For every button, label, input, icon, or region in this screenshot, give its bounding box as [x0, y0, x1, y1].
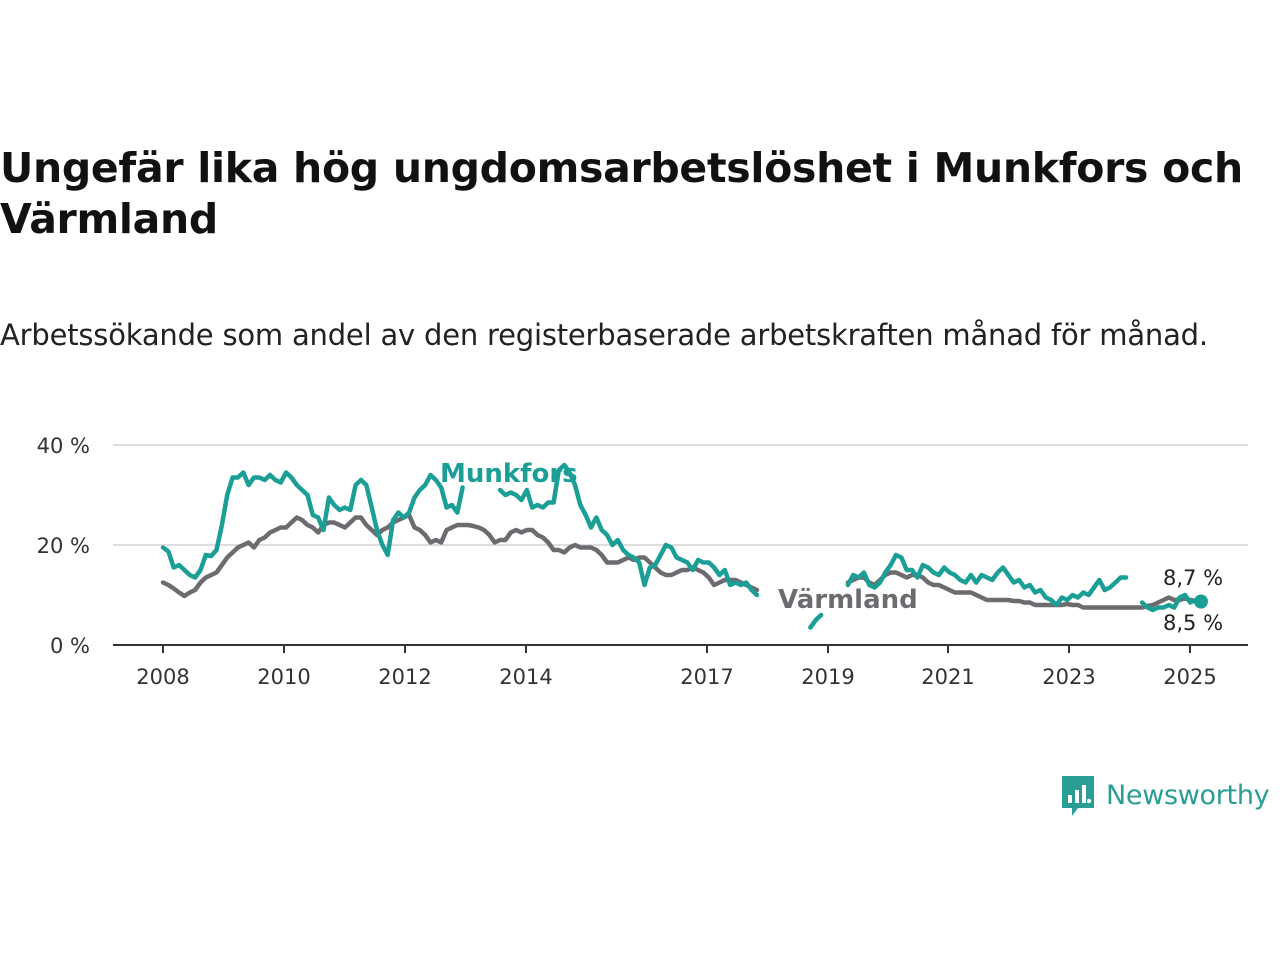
y-tick-label: 40 % [37, 434, 90, 458]
end-value-varmland: 8,5 % [1163, 611, 1223, 635]
series-lines [160, 462, 1208, 630]
brand-name: Newsworthy [1106, 779, 1270, 811]
newsworthy-logo: Newsworthy [1060, 772, 1270, 818]
series-label-varmland: Värmland [778, 585, 918, 615]
end-value-munkfors: 8,7 % [1163, 566, 1223, 590]
x-tick-label: 2014 [499, 665, 552, 689]
gridlines [113, 444, 1248, 546]
x-tick-label: 2008 [136, 665, 189, 689]
y-tick-label: 0 % [50, 634, 90, 658]
chart-labels: Munkfors Värmland 8,7 % 8,5 % [440, 459, 1223, 635]
series-line-munkfors [160, 462, 1204, 630]
x-tick-label: 2012 [378, 665, 431, 689]
x-tick-label: 2010 [257, 665, 310, 689]
newsworthy-logo-icon [1062, 776, 1094, 816]
x-tick-label: 2017 [680, 665, 733, 689]
chart-title: Ungefär lika hög ungdomsarbetslöshet i M… [0, 144, 1243, 243]
x-axis: 40 % 20 % 0 % 2008 2010 2012 2014 2017 2019 2021 2… [37, 434, 1248, 689]
y-tick-label: 20 % [37, 534, 90, 558]
x-tick-label: 2019 [801, 665, 854, 689]
series-line-varmland [160, 512, 1204, 610]
x-tick-label: 2025 [1163, 665, 1216, 689]
series-label-munkfors: Munkfors [440, 459, 578, 489]
x-tick-label: 2021 [921, 665, 974, 689]
end-marker-munkfors [1194, 594, 1208, 609]
x-tick-label: 2023 [1042, 665, 1095, 689]
chart-subtitle: Arbetssökande som andel av den registerb… [0, 318, 1208, 352]
